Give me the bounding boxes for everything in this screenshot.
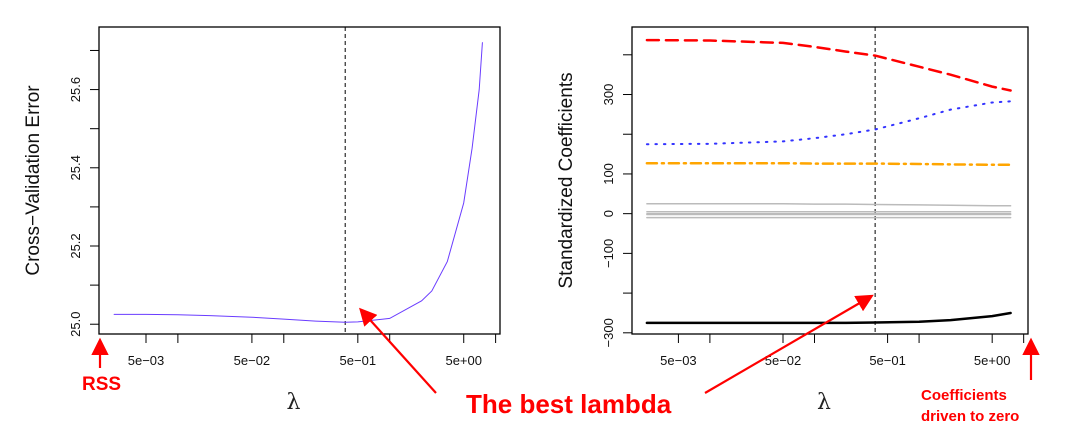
y-tick-label: −100 [601,239,616,268]
x-axis-label: λ [287,390,301,415]
plot-frame [98,26,501,335]
series-line-0 [645,38,1012,92]
x-tick-label: 5e−02 [765,353,802,368]
y-tick-label: 300 [601,84,616,106]
best-lambda-label: The best lambda [466,389,672,419]
x-tick-label: 5e+00 [445,353,482,368]
x-tick-label: 5e−01 [340,353,377,368]
series-line-3 [646,202,1012,207]
series-line-0 [113,42,483,323]
coefficients-zero-label-line2: driven to zero [921,408,1019,425]
x-tick-label: 5e−01 [869,353,906,368]
annotation-arrow [704,294,874,394]
rss-label: RSS [82,374,121,395]
series-line-8 [645,311,1012,325]
x-tick-label: 5e+00 [974,353,1011,368]
cv-error-plot: 5e−03 5e−02 5e−01 5e+00 25.0 25.2 25.4 25.6 Cros… [23,26,501,415]
x-tick-label: 5e−03 [660,353,697,368]
y-axis-label: Cross−Validation Error [23,85,44,276]
y-tick-label: 100 [601,163,616,185]
annotations: RSS The best lambda Coefficients driven … [82,294,1040,425]
x-tick-label: 5e−02 [234,353,271,368]
y-tick-label: 25.4 [68,155,83,180]
annotation-arrow [359,307,437,394]
x-axis-label: λ [817,390,831,415]
coefficients-plot: 5e−03 5e−02 5e−01 5e+00 −300 −100 0 100 300 Stand… [556,26,1029,415]
y-tick-label: 25.0 [68,312,83,337]
series-line-1 [645,100,1012,146]
coefficients-zero-label-line1: Coefficients [921,387,1007,404]
plot-frame [631,26,1029,335]
y-tick-label: 0 [601,210,616,217]
x-tick-label: 5e−03 [128,353,165,368]
series-line-2 [645,161,1012,167]
y-tick-label: 25.6 [68,77,83,102]
y-tick-label: −300 [601,318,616,347]
y-tick-label: 25.2 [68,233,83,258]
y-axis-label: Standardized Coefficients [556,72,577,288]
